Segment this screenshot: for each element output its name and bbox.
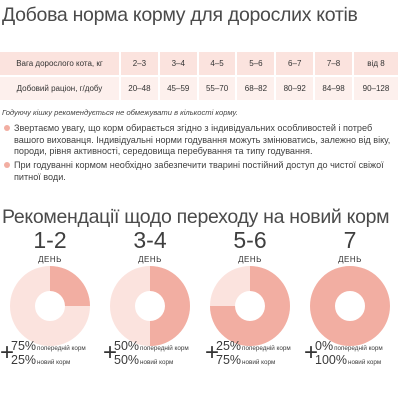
day-range: 1-2 bbox=[33, 227, 67, 253]
new-food-label: новий корм bbox=[37, 359, 71, 366]
table-cell: 45–59 bbox=[158, 75, 199, 100]
new-food-ratio: 25%новий корм bbox=[11, 351, 70, 369]
new-food-ratio: 100%новий корм bbox=[315, 351, 381, 369]
plus-icon: + bbox=[205, 339, 220, 366]
transition-title: Рекомендації щодо переходу на новий корм bbox=[2, 206, 390, 228]
page-title: Добова норма корму для дорослих котів bbox=[2, 4, 358, 26]
table-cell: 84–98 bbox=[314, 75, 354, 100]
table-cell: 6–7 bbox=[275, 52, 316, 76]
day-range: 7 bbox=[343, 227, 357, 253]
bullet-dot-icon bbox=[4, 125, 10, 131]
new-food-percent: 75% bbox=[216, 353, 242, 367]
donut-new-share-arc bbox=[210, 266, 290, 346]
new-food-percent: 25% bbox=[11, 353, 37, 367]
new-food-label: новий корм bbox=[347, 359, 382, 366]
transition-step-days: 5-6 ДЕНЬ bbox=[200, 226, 300, 264]
plus-icon: + bbox=[103, 339, 118, 366]
prev-food-label: попередній корм bbox=[242, 345, 291, 352]
prev-food-percent: 25% bbox=[216, 339, 242, 353]
prev-food-ratio: 75%попередній корм bbox=[11, 337, 86, 355]
prev-food-label: попередній корм bbox=[334, 345, 383, 352]
day-label: ДЕНЬ bbox=[38, 255, 62, 264]
mix-ratio: + 0%попередній корм 100%новий корм bbox=[304, 337, 400, 371]
prev-food-percent: 0% bbox=[315, 339, 334, 353]
table-cell: 80–92 bbox=[275, 75, 316, 100]
day-label: ДЕНЬ bbox=[338, 255, 362, 264]
table-cell: 2–3 bbox=[120, 52, 160, 76]
new-food-ratio: 75%новий корм bbox=[216, 351, 275, 369]
mix-donut-chart bbox=[10, 266, 90, 346]
prev-food-label: попередній корм bbox=[37, 345, 86, 352]
new-food-percent: 50% bbox=[114, 353, 140, 367]
bullet-item: Звертаємо увагу, що корм обирається згід… bbox=[4, 123, 396, 158]
transition-step-days: 7 ДЕНЬ bbox=[300, 226, 400, 264]
day-range: 3-4 bbox=[133, 227, 167, 253]
bullet-item: При годуванні кормом необхідно забезпечи… bbox=[4, 160, 396, 183]
table-row-ration: Добовий раціон, г/добу 20–48 45–59 55–70… bbox=[0, 75, 400, 100]
feeding-table: Вага дорослого кота, кг 2–3 3–4 4–5 5–6 … bbox=[0, 52, 400, 100]
new-food-label: новий корм bbox=[140, 359, 174, 366]
new-food-percent: 100% bbox=[315, 353, 347, 367]
mix-donut-chart bbox=[310, 266, 390, 346]
donut-new-share-arc bbox=[50, 266, 90, 306]
table-cell: 20–48 bbox=[120, 75, 160, 100]
table-row-label: Добовий раціон, г/добу bbox=[0, 75, 121, 100]
table-cell: від 8 bbox=[352, 52, 400, 76]
table-cell: 68–82 bbox=[236, 75, 277, 100]
bullet-text: Звертаємо увагу, що корм обирається згід… bbox=[14, 123, 391, 157]
mix-ratio: + 50%попередній корм 50%новий корм bbox=[103, 337, 203, 371]
mix-ratio: + 25%попередній корм 75%новий корм bbox=[205, 337, 305, 371]
table-row-label: Вага дорослого кота, кг bbox=[0, 52, 121, 76]
mix-donut-chart bbox=[110, 266, 190, 346]
prev-food-percent: 50% bbox=[114, 339, 140, 353]
prev-food-ratio: 0%попередній корм bbox=[315, 337, 383, 355]
donut-new-share-arc bbox=[310, 266, 390, 346]
bullet-text: При годуванні кормом необхідно забезпечи… bbox=[14, 160, 384, 182]
prev-food-percent: 75% bbox=[11, 339, 37, 353]
bullet-dot-icon bbox=[4, 162, 10, 168]
table-cell: 4–5 bbox=[197, 52, 238, 76]
prev-food-ratio: 50%попередній корм bbox=[114, 337, 189, 355]
prev-food-ratio: 25%попередній корм bbox=[216, 337, 291, 355]
feeding-note: Годуючу кішку рекомендується не обмежува… bbox=[2, 108, 238, 117]
table-row-weight: Вага дорослого кота, кг 2–3 3–4 4–5 5–6 … bbox=[0, 52, 400, 76]
prev-food-label: попередній корм bbox=[140, 345, 189, 352]
plus-icon: + bbox=[0, 339, 15, 366]
day-label: ДЕНЬ bbox=[138, 255, 162, 264]
new-food-label: новий корм bbox=[242, 359, 276, 366]
day-range: 5-6 bbox=[233, 227, 267, 253]
mix-ratio: + 75%попередній корм 25%новий корм bbox=[0, 337, 100, 371]
table-cell: 90–128 bbox=[352, 75, 400, 100]
table-cell: 7–8 bbox=[314, 52, 354, 76]
donut-new-share-arc bbox=[150, 266, 190, 346]
transition-step-days: 3-4 ДЕНЬ bbox=[100, 226, 200, 264]
day-label: ДЕНЬ bbox=[238, 255, 262, 264]
table-cell: 3–4 bbox=[158, 52, 199, 76]
transition-step-days: 1-2 ДЕНЬ bbox=[0, 226, 100, 264]
table-cell: 55–70 bbox=[197, 75, 238, 100]
new-food-ratio: 50%новий корм bbox=[114, 351, 173, 369]
mix-donut-chart bbox=[210, 266, 290, 346]
plus-icon: + bbox=[304, 339, 319, 366]
table-cell: 5–6 bbox=[236, 52, 277, 76]
